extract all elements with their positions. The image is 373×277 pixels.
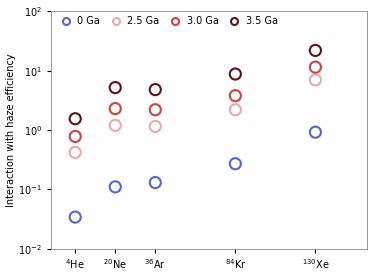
0 Ga xyxy=(72,215,78,219)
0 Ga xyxy=(232,161,238,166)
3.5 Ga xyxy=(232,72,238,76)
Legend: 0 Ga, 2.5 Ga, 3.0 Ga, 3.5 Ga: 0 Ga, 2.5 Ga, 3.0 Ga, 3.5 Ga xyxy=(54,14,280,28)
2.5 Ga xyxy=(232,107,238,112)
3.0 Ga xyxy=(72,134,78,139)
3.5 Ga xyxy=(152,88,158,92)
2.5 Ga xyxy=(112,123,118,127)
2.5 Ga xyxy=(152,124,158,129)
3.0 Ga xyxy=(232,93,238,98)
2.5 Ga xyxy=(313,78,319,82)
3.5 Ga xyxy=(313,48,319,53)
3.0 Ga xyxy=(313,65,319,69)
3.0 Ga xyxy=(112,106,118,111)
2.5 Ga xyxy=(72,150,78,155)
0 Ga xyxy=(112,185,118,189)
3.5 Ga xyxy=(112,85,118,90)
Y-axis label: Interaction with haze efficiency: Interaction with haze efficiency xyxy=(6,53,16,207)
0 Ga xyxy=(152,180,158,185)
3.0 Ga xyxy=(152,107,158,112)
0 Ga xyxy=(313,130,319,134)
3.5 Ga xyxy=(72,117,78,121)
